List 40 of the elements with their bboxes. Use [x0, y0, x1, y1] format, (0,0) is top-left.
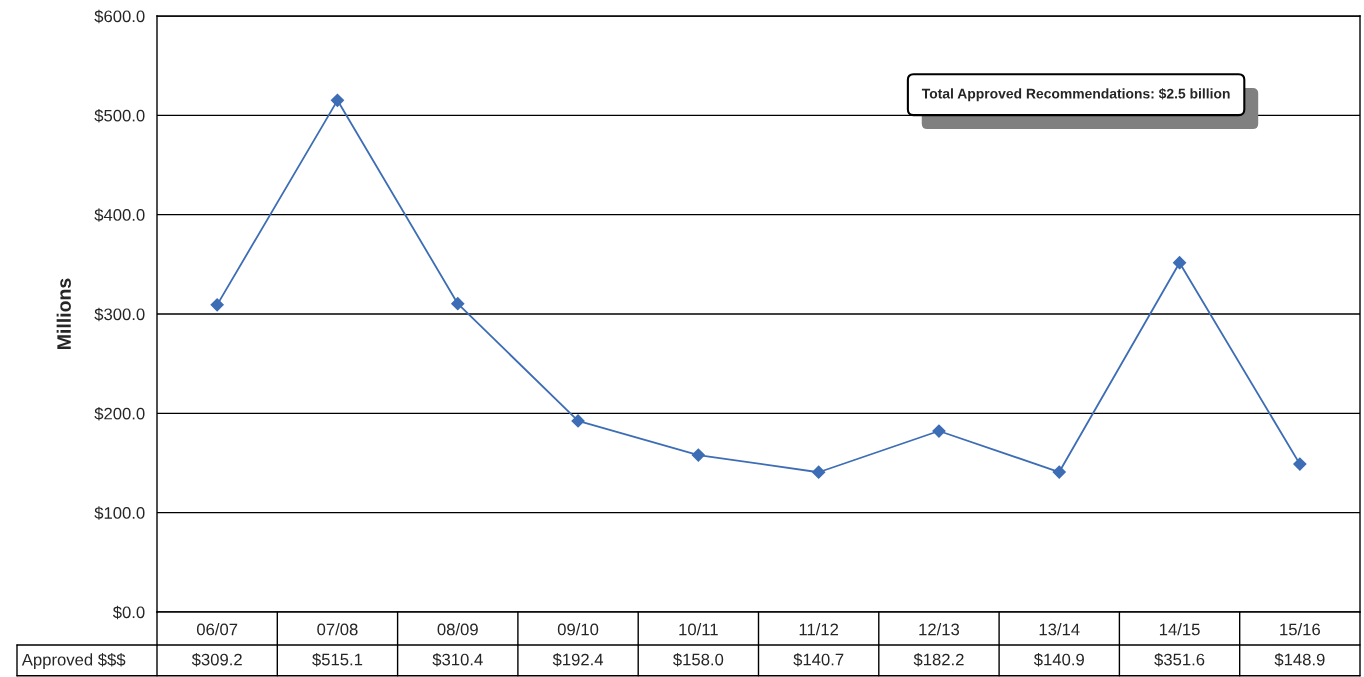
point	[1172, 256, 1187, 270]
data-label: $140.9	[1033, 652, 1084, 667]
data-label: $309.2	[191, 652, 242, 667]
y-axis-title: Millions	[56, 278, 71, 349]
point	[812, 465, 826, 479]
x-tick-label: 06/07	[196, 623, 238, 636]
data-label: $515.1	[312, 652, 363, 667]
y-tick-label: $100.0	[94, 506, 145, 520]
data-label: $140.7	[793, 652, 844, 667]
data-label: $192.4	[552, 652, 604, 667]
x-tick-label: 13/14	[1039, 623, 1080, 636]
point	[210, 298, 224, 312]
data-label: $351.6	[1154, 652, 1205, 667]
x-tick-label: 07/08	[317, 623, 358, 636]
data-label: $148.9	[1274, 652, 1325, 667]
point	[932, 424, 946, 438]
text: Approved $$$	[21, 653, 126, 669]
y-tick-label: $400.0	[94, 208, 145, 222]
data-label: $158.0	[673, 652, 724, 667]
point	[571, 414, 585, 428]
y-tick-label: $500.0	[94, 109, 145, 123]
point	[330, 93, 345, 107]
annotation: Total Approved Recommendations: $2.5 billion	[921, 88, 1230, 102]
y-tick-label: $0.0	[112, 605, 145, 620]
y-tick-label: $200.0	[94, 407, 145, 421]
x-tick-label: 09/10	[557, 623, 599, 636]
x-tick-label: 15/16	[1280, 623, 1320, 636]
x-tick-label: 11/12	[799, 623, 839, 636]
data-label: $310.4	[432, 652, 483, 667]
y-tick-label: $300.0	[94, 307, 145, 322]
data-label: $182.2	[913, 652, 964, 667]
point	[1293, 457, 1307, 471]
y-tick-label: $600.0	[94, 9, 145, 24]
point	[451, 297, 465, 311]
point	[691, 448, 705, 462]
x-tick-label: 08/09	[437, 623, 478, 636]
x-tick-label: 14/15	[1159, 623, 1200, 636]
x-tick-label: 10/11	[679, 623, 718, 636]
point	[1052, 465, 1066, 479]
x-tick-label: 12/13	[919, 623, 960, 636]
